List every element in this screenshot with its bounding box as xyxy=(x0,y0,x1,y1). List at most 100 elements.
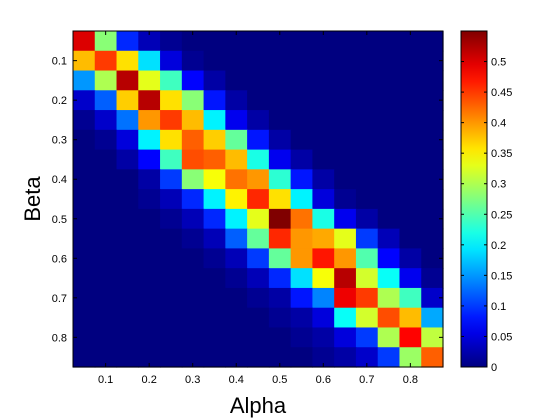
heatmap-cell xyxy=(73,169,96,190)
heatmap-cell xyxy=(355,189,379,210)
heatmap-cell xyxy=(421,70,444,91)
heatmap-cell xyxy=(225,189,248,210)
heatmap-cell xyxy=(181,169,205,190)
heatmap-cell xyxy=(355,50,379,72)
heatmap-cell xyxy=(203,248,226,269)
heatmap-cell xyxy=(203,189,226,210)
heatmap-cell xyxy=(421,228,444,250)
colorbar xyxy=(460,30,488,368)
heatmap-cell xyxy=(138,287,161,309)
heatmap-cell xyxy=(225,327,248,348)
heatmap-cell xyxy=(181,129,205,151)
heatmap-cell xyxy=(355,169,379,190)
heatmap-cell xyxy=(225,287,248,309)
heatmap-cell xyxy=(399,248,422,269)
heatmap-cell xyxy=(160,248,183,269)
heatmap-cell xyxy=(377,228,401,250)
heatmap-cell xyxy=(312,149,335,170)
heatmap-cell xyxy=(94,268,118,289)
heatmap-cell xyxy=(203,327,226,348)
heatmap-cell xyxy=(399,70,422,91)
heatmap-cell xyxy=(181,248,205,269)
heatmap-cell xyxy=(225,90,248,111)
heatmap-cell xyxy=(94,347,118,368)
heatmap-cell xyxy=(160,31,183,52)
heatmap-cell xyxy=(421,50,444,72)
heatmap-cell xyxy=(181,189,205,210)
heatmap-cell xyxy=(116,149,139,170)
heatmap-cell xyxy=(160,149,183,170)
heatmap-cell xyxy=(355,90,379,111)
heatmap-cell xyxy=(399,287,422,309)
heatmap-cell xyxy=(334,208,357,230)
heatmap-cell xyxy=(377,347,401,368)
heatmap-cell xyxy=(138,228,161,250)
heatmap-cell xyxy=(116,208,139,230)
heatmap-cell xyxy=(312,31,335,52)
heatmap-cell xyxy=(160,208,183,230)
heatmap-cell xyxy=(312,248,335,269)
heatmap-cell xyxy=(247,347,270,368)
y-tick-label: 0.3 xyxy=(52,135,67,147)
heatmap-cell xyxy=(377,70,401,91)
heatmap-cell xyxy=(268,169,292,190)
x-tick-label: 0.4 xyxy=(229,374,244,386)
heatmap-cell xyxy=(160,307,183,329)
heatmap-cell xyxy=(399,50,422,72)
heatmap-cell xyxy=(160,110,183,131)
heatmap-cell xyxy=(421,149,444,170)
heatmap-cell xyxy=(94,327,118,348)
heatmap-cell xyxy=(94,248,118,269)
heatmap-cell xyxy=(268,50,292,72)
heatmap-cell xyxy=(268,287,292,309)
y-tick-label: 0.7 xyxy=(52,293,67,305)
heatmap-cell xyxy=(225,70,248,91)
heatmap-cell xyxy=(225,347,248,368)
heatmap-cell xyxy=(225,169,248,190)
heatmap-cell xyxy=(290,248,314,269)
x-axis-label: Alpha xyxy=(230,393,287,418)
heatmap-cell xyxy=(247,31,270,52)
heatmap-cell xyxy=(421,189,444,210)
heatmap-cell xyxy=(334,70,357,91)
colorbar-tick-label: 0.35 xyxy=(491,148,512,160)
heatmap-cell xyxy=(247,307,270,329)
heatmap-cell xyxy=(138,70,161,91)
heatmap-cell xyxy=(377,50,401,72)
heatmap-cell xyxy=(421,208,444,230)
heatmap-cell xyxy=(138,248,161,269)
heatmap-cell xyxy=(399,169,422,190)
heatmap-cell xyxy=(116,50,139,72)
heatmap-cell xyxy=(160,90,183,111)
heatmap-cell xyxy=(225,129,248,151)
y-axis-ticks: 0.1 0.2 0.3 0.4 0.5 0.6 0.7 0.8 xyxy=(52,56,443,344)
heatmap-cell xyxy=(312,189,335,210)
heatmap-cell xyxy=(203,90,226,111)
heatmap-cell xyxy=(377,268,401,289)
heatmap-cell xyxy=(421,307,444,329)
heatmap-cell xyxy=(138,149,161,170)
heatmap-cell xyxy=(312,327,335,348)
heatmap-cell xyxy=(116,110,139,131)
heatmap-cell xyxy=(203,307,226,329)
heatmap-cell xyxy=(290,50,314,72)
heatmap-cell xyxy=(334,307,357,329)
heatmap-cell xyxy=(138,129,161,151)
heatmap-cell xyxy=(116,287,139,309)
heatmap-cell xyxy=(73,307,96,329)
heatmap-cell xyxy=(355,307,379,329)
x-axis-ticks: 0.1 0.2 0.3 0.4 0.5 0.6 0.7 0.8 xyxy=(98,31,418,386)
heatmap-cell xyxy=(377,129,401,151)
heatmap-cell xyxy=(312,70,335,91)
heatmap-cell xyxy=(334,327,357,348)
heatmap-cell xyxy=(94,169,118,190)
colorbar-tick-label: 0.1 xyxy=(491,301,506,313)
heatmap-cell xyxy=(399,307,422,329)
heatmap-cell xyxy=(181,287,205,309)
heatmap-cell xyxy=(334,228,357,250)
heatmap-cell xyxy=(377,307,401,329)
heatmap-cell xyxy=(334,90,357,111)
x-tick-label: 0.3 xyxy=(185,374,200,386)
heatmap-cell xyxy=(290,228,314,250)
